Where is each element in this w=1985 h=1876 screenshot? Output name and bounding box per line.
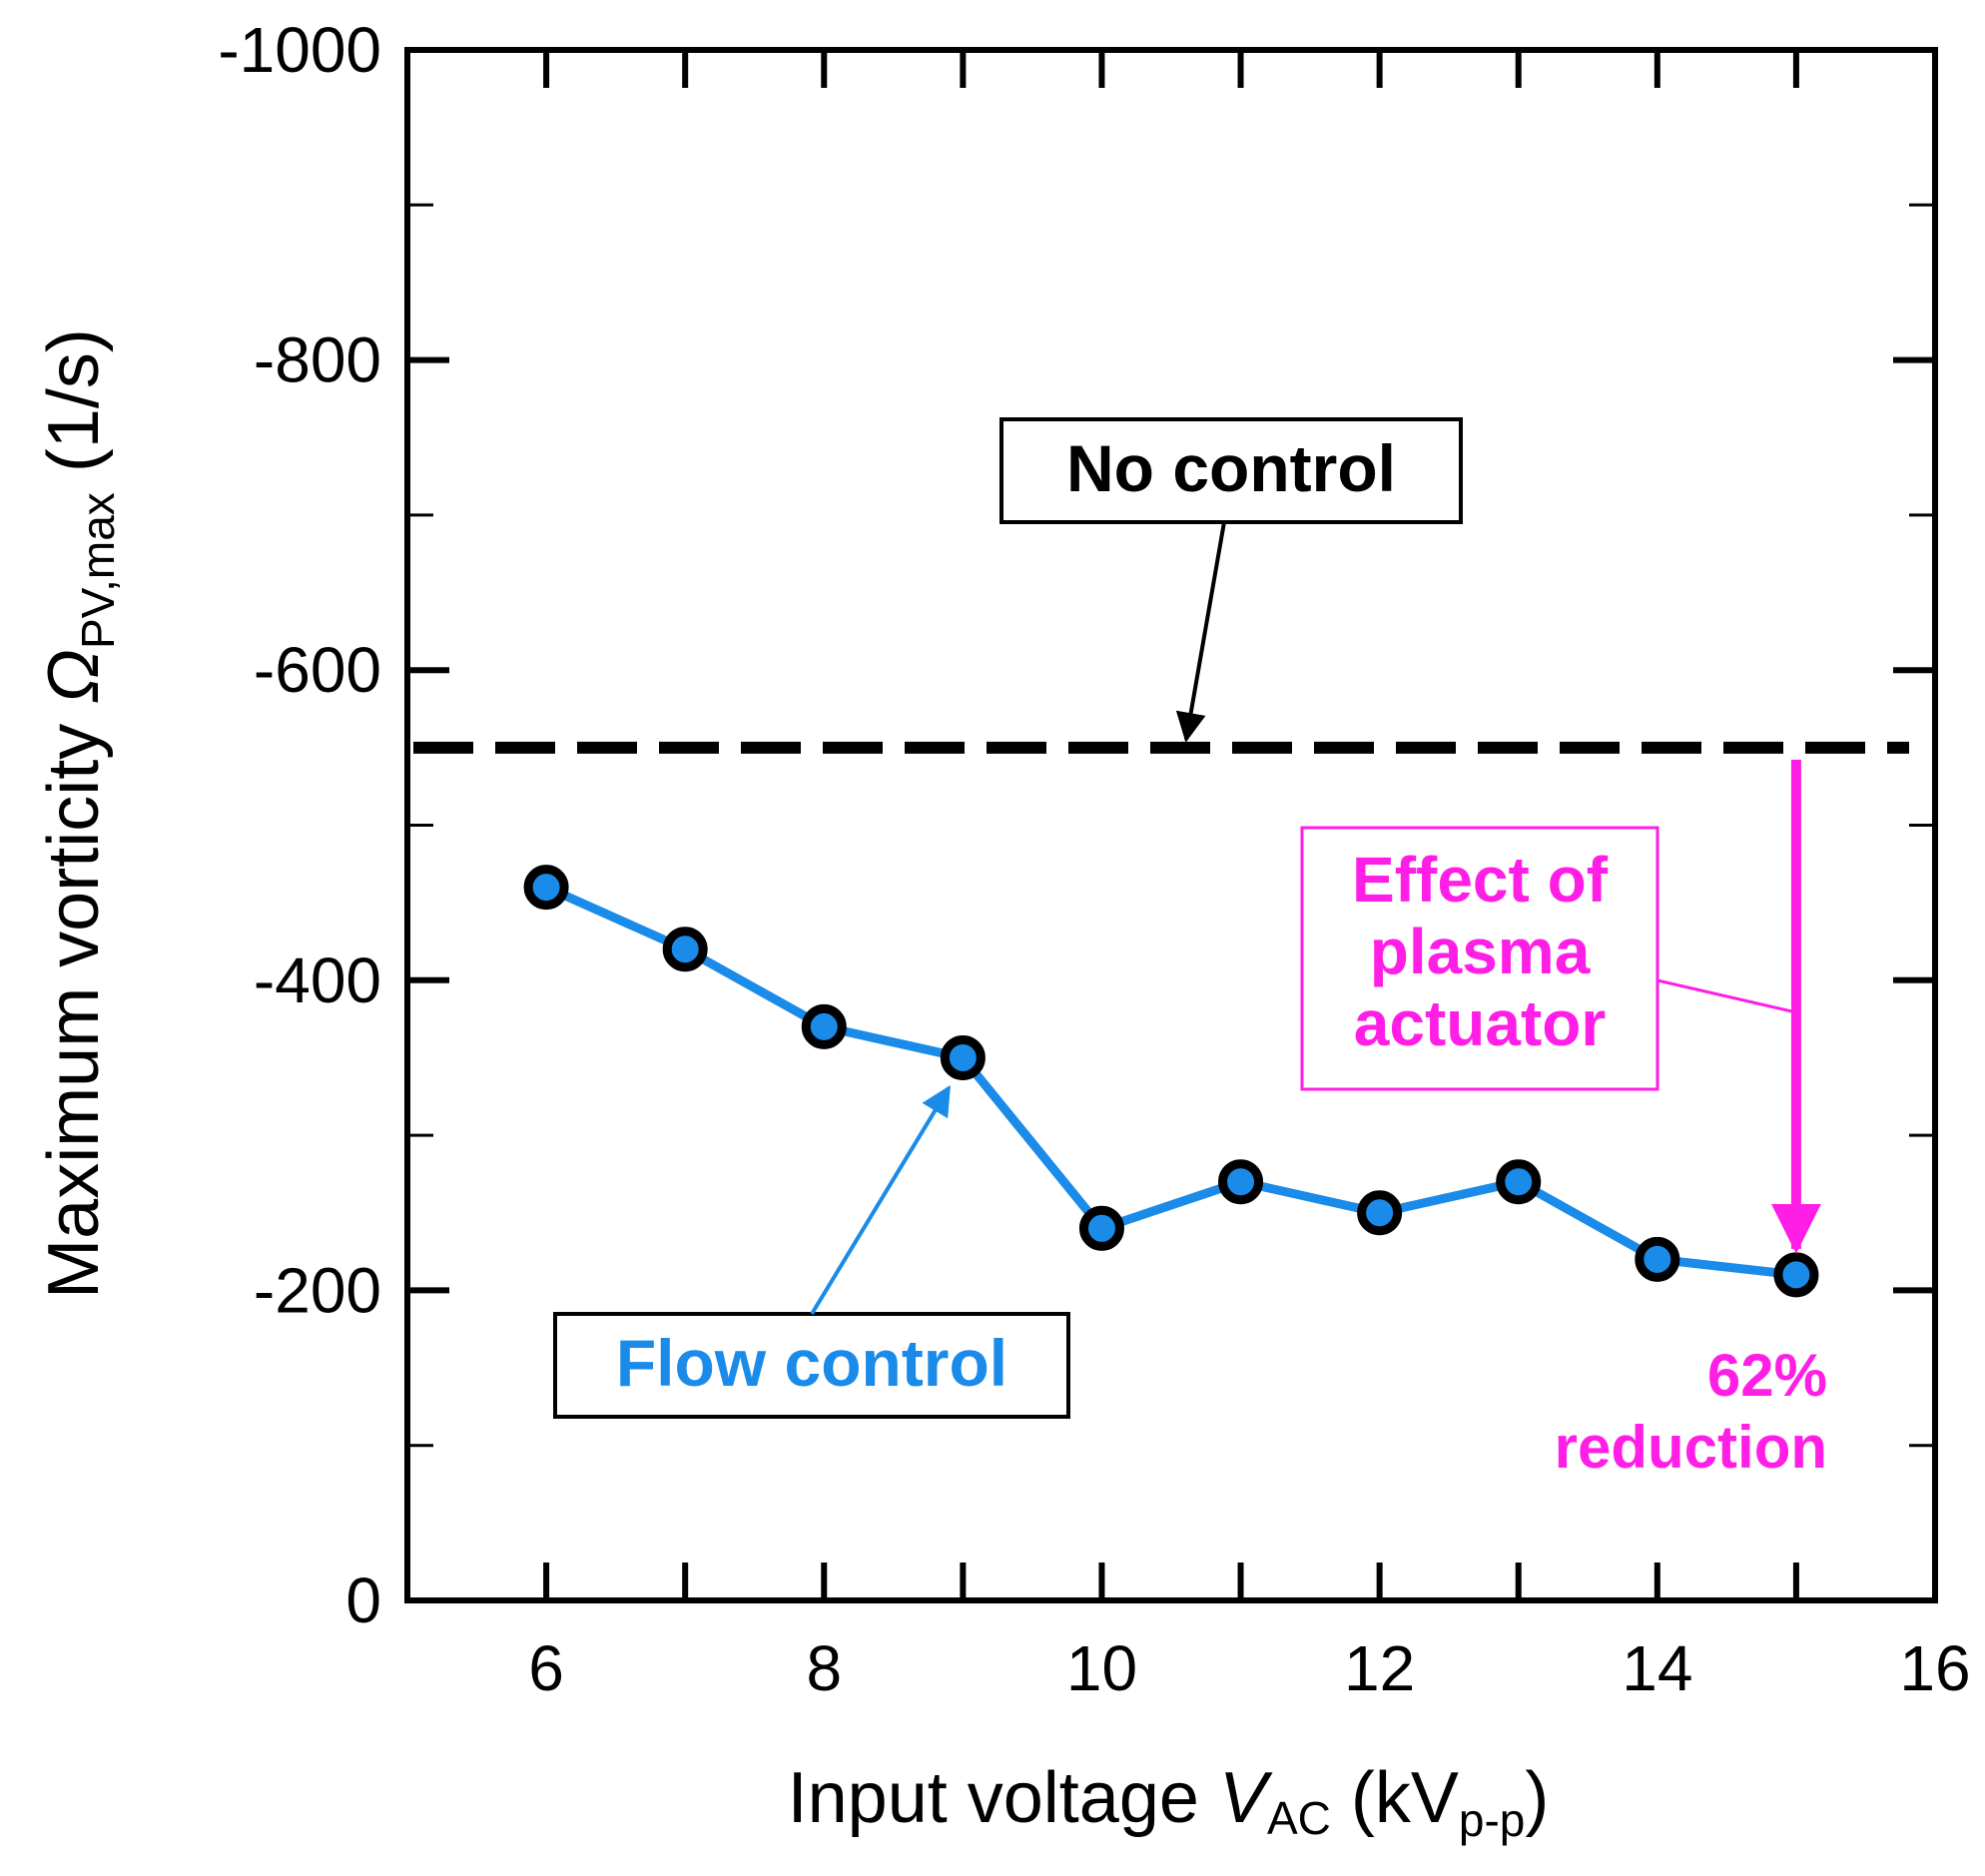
y-tick-label: -200 xyxy=(254,1254,381,1326)
flow-control-label: Flow control xyxy=(616,1326,1007,1400)
y-tick-label: 0 xyxy=(345,1564,381,1636)
x-tick-label: 16 xyxy=(1899,1632,1970,1704)
no-control-label: No control xyxy=(1066,431,1396,505)
effect-leader-line xyxy=(1656,978,1797,1014)
plot-area: 0 -200 -400 -600 -800 -1000 6 8 10 12 14 16 xyxy=(218,14,1970,1704)
data-point xyxy=(523,865,569,911)
data-point xyxy=(1773,1252,1819,1298)
effect-label-box xyxy=(1300,826,1659,1091)
data-point xyxy=(801,1003,847,1049)
x-tick-label: 8 xyxy=(806,1632,842,1704)
x-tick-label: 6 xyxy=(528,1632,564,1704)
flow-control-arrow xyxy=(810,1084,952,1316)
y-tick-label: -800 xyxy=(254,324,381,396)
no-control-label-box xyxy=(999,417,1463,524)
data-point xyxy=(1357,1190,1403,1236)
effect-label-line-1: Effect of xyxy=(1352,844,1609,916)
data-point xyxy=(1635,1236,1680,1282)
flow-control-line xyxy=(544,883,1797,1280)
reduction-label-line-2: reduction xyxy=(1555,1414,1827,1481)
no-control-arrow xyxy=(1175,521,1226,743)
data-point xyxy=(1078,1205,1124,1251)
effect-label-line-3: actuator xyxy=(1354,987,1607,1059)
y-tick-label: -600 xyxy=(254,634,381,706)
reduction-label-line-1: 62% xyxy=(1707,1342,1827,1409)
data-point xyxy=(662,927,708,972)
y-tick-label: -1000 xyxy=(218,14,381,86)
x-tick-label: 14 xyxy=(1622,1632,1692,1704)
x-axis-title: Input voltage VAC (kVp-p) xyxy=(788,1758,1550,1846)
x-tick-label: 10 xyxy=(1066,1632,1137,1704)
x-tick-label: 12 xyxy=(1344,1632,1415,1704)
data-point xyxy=(940,1034,986,1080)
flow-control-label-box xyxy=(553,1312,1070,1419)
y-axis-title: Maximum vorticity ΩPV,max (1/s) xyxy=(34,328,124,1299)
data-point xyxy=(1218,1159,1264,1205)
effect-label-line-2: plasma xyxy=(1370,916,1591,987)
data-point xyxy=(1496,1159,1542,1205)
y-tick-label: -400 xyxy=(254,944,381,1016)
